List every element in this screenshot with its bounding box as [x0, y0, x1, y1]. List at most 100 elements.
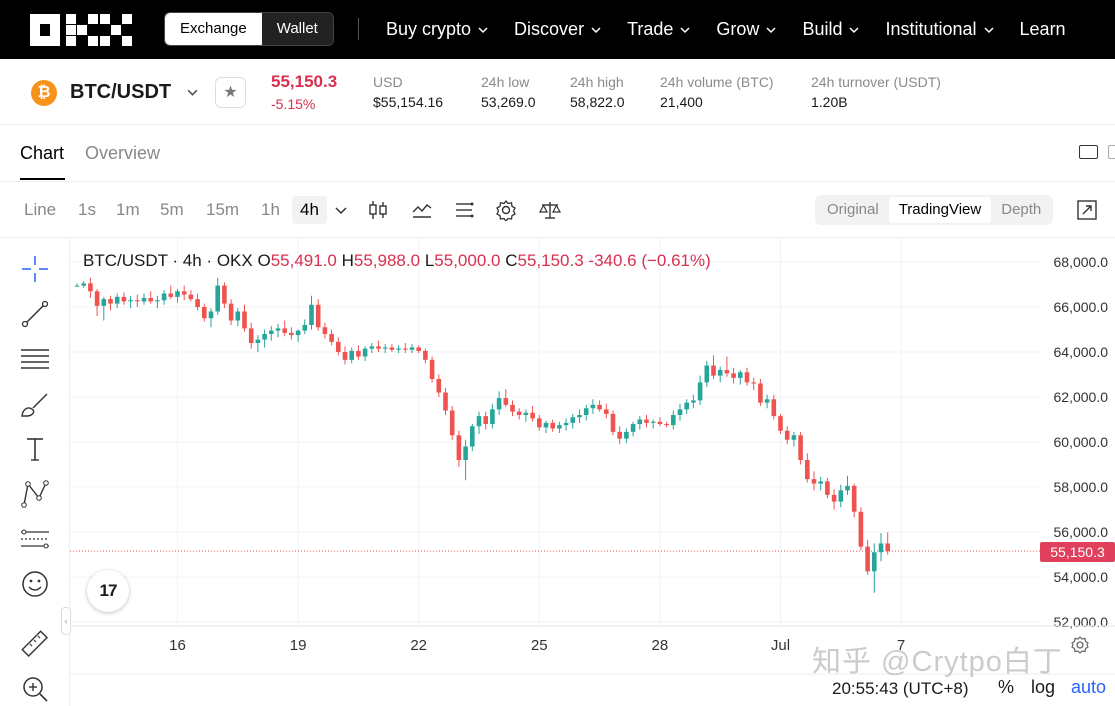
stat-label: USD [373, 74, 403, 90]
legend-low-value: 55,000.0 [434, 251, 501, 270]
stat-label: 24h turnover (USDT) [811, 74, 941, 90]
indicators-icon[interactable] [411, 199, 433, 221]
candle-body [195, 299, 200, 307]
candle-body [275, 328, 281, 331]
brush-icon[interactable] [19, 388, 51, 420]
candle-body [88, 283, 93, 292]
timeframe-4h[interactable]: 4h [292, 196, 327, 224]
chevron-down-icon[interactable] [186, 86, 199, 99]
stat-24h-low: 24h low 53,269.0 [481, 74, 536, 110]
candle-body [677, 409, 683, 415]
stat-value: 21,400 [660, 94, 703, 110]
y-tick-label: 56,000.0 [1054, 524, 1109, 540]
scale-balance-icon[interactable] [539, 199, 561, 221]
candlestick-icon[interactable] [367, 199, 389, 221]
settings-gear-icon[interactable] [495, 199, 517, 221]
nav-item-label: Discover [514, 19, 585, 39]
timeframe-5m[interactable]: 5m [160, 200, 184, 219]
candle-body [744, 372, 750, 383]
timeframe-1m[interactable]: 1m [116, 200, 140, 219]
ruler-icon[interactable] [19, 628, 51, 660]
candle-body [188, 294, 194, 300]
nav-item-buy-crypto[interactable]: Buy crypto [386, 19, 488, 40]
fib-retracement-icon[interactable] [19, 343, 51, 375]
view-tradingview[interactable]: TradingView [888, 197, 992, 223]
trend-line-icon[interactable] [19, 298, 51, 330]
tab-chart[interactable]: Chart [20, 143, 65, 163]
legend-high-key: H [341, 251, 354, 270]
nav-item-label: Buy crypto [386, 19, 472, 39]
candle-body [845, 485, 850, 491]
nav-item-discover[interactable]: Discover [514, 19, 601, 40]
candle-body [630, 424, 636, 432]
candle-body [885, 543, 890, 552]
wallet-toggle[interactable]: Wallet [261, 13, 333, 45]
candlestick-chart[interactable]: 68,000.0 66,000.0 64,000.0 62,000.0 60,000.0… [0, 238, 1115, 706]
chevron-down-icon[interactable] [334, 199, 348, 221]
x-tick-label: Jul [771, 637, 790, 654]
nav-item-trade[interactable]: Trade [627, 19, 690, 40]
favorite-star-button[interactable]: ★ [215, 77, 246, 108]
log-scale-button[interactable]: log [1031, 677, 1056, 697]
tab-overview[interactable]: Overview [85, 143, 161, 163]
stat-value: $55,154.16 [373, 94, 444, 110]
top-nav: Exchange Wallet Buy crypto Discover Trade G… [0, 0, 1115, 59]
timeframe-line[interactable]: Line [24, 200, 57, 219]
nav-item-build[interactable]: Build [802, 19, 859, 40]
candle-body [563, 422, 569, 426]
list-settings-icon[interactable] [453, 199, 475, 221]
text-tool-icon[interactable] [19, 433, 51, 465]
view-depth[interactable]: Depth [1001, 201, 1042, 218]
candle-body [784, 430, 790, 440]
candle-body [175, 291, 180, 297]
axis-settings-icon[interactable] [1070, 635, 1090, 655]
view-original[interactable]: Original [827, 201, 879, 218]
timeframe-1h[interactable]: 1h [261, 200, 280, 219]
candle-body [289, 332, 294, 336]
candle-body [543, 422, 549, 428]
candle-body [309, 304, 314, 325]
emoji-icon[interactable] [19, 568, 51, 600]
stat-value: 53,269.0 [481, 94, 536, 110]
timeframe-15m[interactable]: 15m [206, 200, 240, 219]
legend-high-value: 55,988.0 [353, 251, 421, 270]
collapse-tools-button[interactable]: ‹ [61, 607, 71, 635]
auto-scale-button[interactable]: auto [1071, 677, 1107, 697]
zoom-in-icon[interactable] [19, 673, 51, 705]
star-icon: ★ [223, 84, 238, 101]
timeframe-1s[interactable]: 1s [78, 200, 96, 219]
legend-open-value: 55,491.0 [270, 251, 337, 270]
candle-body [805, 460, 810, 480]
layout-window-icon[interactable] [1079, 145, 1098, 159]
tradingview-logo[interactable]: 17 [87, 570, 129, 612]
stat-usd: USD $55,154.16 [373, 74, 443, 110]
pattern-tool-icon[interactable] [19, 478, 51, 510]
nav-item-grow[interactable]: Grow [716, 19, 776, 40]
candle-body [691, 400, 696, 403]
crosshair-icon[interactable] [19, 253, 51, 285]
x-tick-label: 28 [652, 637, 669, 654]
candle-body [336, 341, 341, 352]
percent-scale-button[interactable]: % [998, 677, 1015, 697]
candle-body [329, 334, 334, 342]
okx-logo[interactable] [30, 14, 132, 46]
candle-body [235, 311, 241, 321]
candle-body [181, 291, 187, 295]
chart-legend: BTC/USDT · 4h · OKX O55,491.0 H55,988.0 … [83, 251, 711, 271]
legend-change: -340.6 (−0.61%) [588, 251, 711, 270]
candle-body [516, 411, 522, 415]
prediction-tool-icon[interactable] [19, 523, 51, 555]
fullscreen-icon[interactable] [1076, 199, 1098, 221]
candle-body [202, 307, 207, 319]
candle-body [168, 293, 174, 297]
candle-body [349, 350, 354, 360]
nav-item-learn[interactable]: Learn [1020, 19, 1066, 40]
pair-selector[interactable]: BTC/USDT [70, 81, 172, 103]
chart-clock[interactable]: 20:55:43 (UTC+8) [832, 679, 969, 698]
stat-value: 58,822.0 [570, 94, 625, 110]
legend-open-key: O [257, 251, 271, 270]
layout-split-icon[interactable] [1108, 145, 1115, 159]
candle-body [215, 285, 220, 312]
nav-item-institutional[interactable]: Institutional [885, 19, 994, 40]
exchange-toggle[interactable]: Exchange [165, 13, 262, 45]
